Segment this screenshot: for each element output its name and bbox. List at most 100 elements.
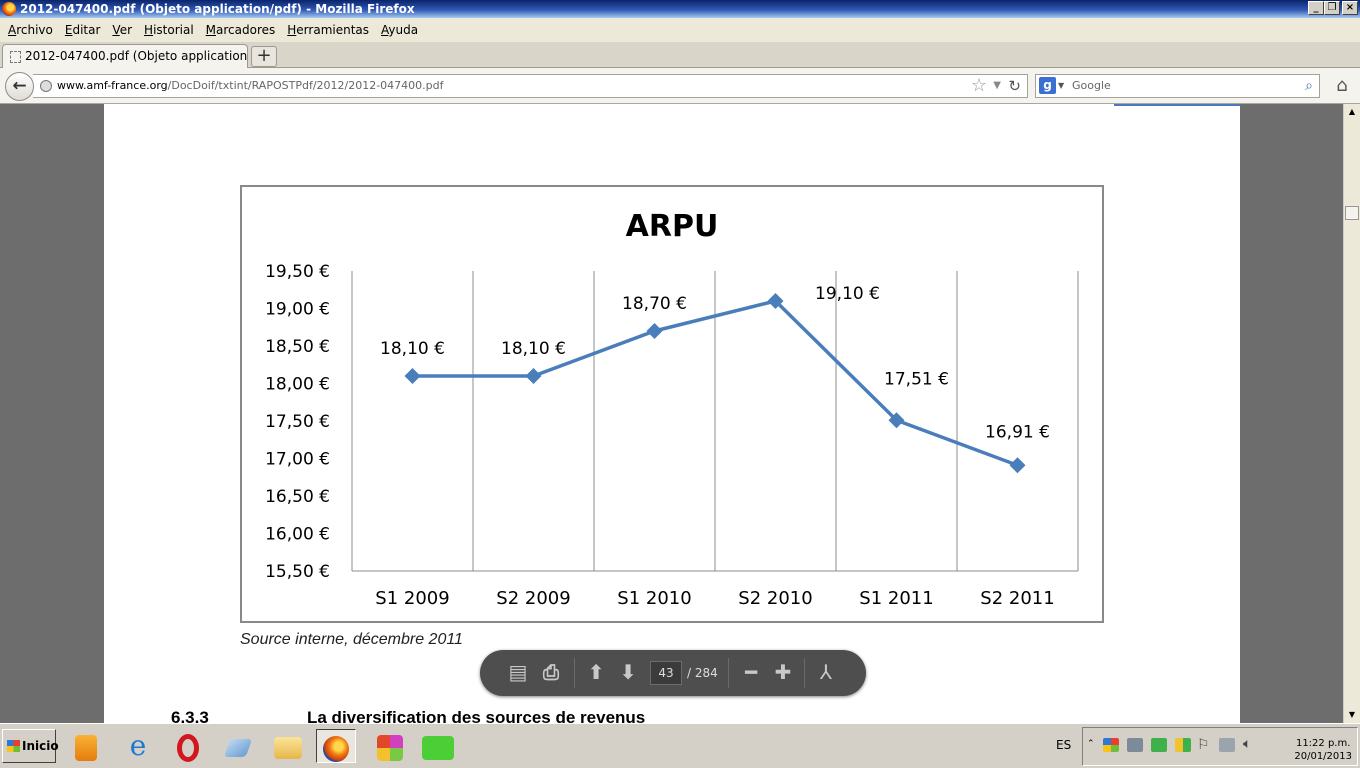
usb-device-icon[interactable] <box>1127 738 1143 752</box>
app-tray-icon[interactable] <box>1175 738 1191 752</box>
file-explorer-icon[interactable] <box>268 729 308 763</box>
tab-pdf-document[interactable]: 2012-047400.pdf (Objeto application/pdf) <box>2 44 248 69</box>
data-point-marker <box>1009 457 1026 474</box>
tab-label: 2012-047400.pdf (Objeto application/pdf) <box>25 49 248 63</box>
pdf-page: ARPU 19,50 € 19,00 € 18,50 € 18,00 € 17,50 € 1… <box>104 104 1240 723</box>
arpu-line-chart: ARPU 19,50 € 19,00 € 18,50 € 18,00 € 17,50 € 1… <box>265 209 1079 609</box>
menu-bar: Archivo Editar Ver Historial Marcadores … <box>0 18 1360 42</box>
page-up-icon[interactable]: ⬆ <box>587 660 605 684</box>
data-label: 18,10 € <box>380 339 445 359</box>
save-icon[interactable]: ▤ <box>508 660 528 684</box>
menu-historial[interactable]: Historial <box>144 23 194 37</box>
toolbar-separator <box>804 658 805 688</box>
home-button[interactable]: ⌂ <box>1330 74 1354 98</box>
data-point-marker <box>767 293 784 309</box>
firefox-taskbar-icon[interactable] <box>316 729 356 763</box>
close-button[interactable]: × <box>1342 1 1358 15</box>
page-count: / 284 <box>687 661 718 685</box>
new-tab-button[interactable]: + <box>251 46 277 67</box>
menu-archivo[interactable]: Archivo <box>8 23 53 37</box>
menu-ver[interactable]: Ver <box>112 23 133 37</box>
eraser-icon[interactable] <box>218 729 258 763</box>
x-tick-label: S1 2009 <box>375 588 449 609</box>
scroll-down-icon[interactable]: ▼ <box>1348 710 1356 719</box>
back-button[interactable]: ← <box>5 72 34 101</box>
firefox-icon <box>2 2 16 16</box>
pdf-toolbar: ▤ ⎙ ⬆ ⬇ 43 / 284 ━ ✚ ⅄ <box>480 650 866 696</box>
y-tick-label: 19,50 € <box>265 262 330 282</box>
x-tick-label: S1 2011 <box>859 588 933 609</box>
chart-frame: ARPU 19,50 € 19,00 € 18,50 € 18,00 € 17,50 € 1… <box>240 185 1104 623</box>
windows-update-icon[interactable] <box>1103 738 1119 752</box>
url-bar[interactable]: www.amf-france.org/DocDoif/txtint/RAPOST… <box>33 74 1028 98</box>
x-tick-label: S2 2009 <box>496 588 570 609</box>
print-icon[interactable]: ⎙ <box>543 660 559 684</box>
data-point-marker <box>646 323 663 339</box>
pdf-viewer[interactable]: ARPU 19,50 € 19,00 € 18,50 € 18,00 € 17,50 € 1… <box>0 104 1343 723</box>
acrobat-icon[interactable]: ⅄ <box>819 660 833 684</box>
y-tick-label: 16,50 € <box>265 487 330 507</box>
page-icon <box>10 51 21 63</box>
y-tick-label: 18,50 € <box>265 337 330 357</box>
windows-apps-icon[interactable] <box>370 729 410 763</box>
media-player-icon[interactable] <box>66 729 106 763</box>
url-path: /DocDoif/txtint/RAPOSTPdf/2012/2012-0474… <box>167 79 444 92</box>
restore-button[interactable]: ❐ <box>1324 1 1340 15</box>
chart-title: ARPU <box>626 209 719 244</box>
window-titlebar: 2012-047400.pdf (Objeto application/pdf)… <box>0 0 1360 18</box>
toolbar-separator <box>574 658 575 688</box>
data-label: 18,70 € <box>622 294 687 314</box>
internet-explorer-icon[interactable]: e <box>129 729 147 762</box>
search-engine-dropdown-icon[interactable]: ▼ <box>1058 81 1065 90</box>
page-number-input[interactable]: 43 <box>650 661 682 685</box>
menu-ayuda[interactable]: Ayuda <box>381 23 419 37</box>
zoom-out-icon[interactable]: ━ <box>744 660 758 684</box>
y-tick-label: 18,00 € <box>265 375 330 395</box>
show-hidden-icons-icon[interactable]: ⌃ <box>1087 739 1095 749</box>
window-title: 2012-047400.pdf (Objeto application/pdf)… <box>20 2 415 16</box>
windows-logo-icon <box>7 740 20 752</box>
data-point-marker <box>525 368 542 384</box>
y-tick-label: 17,00 € <box>265 450 330 470</box>
page-divider <box>1114 104 1240 106</box>
url-dropdown-icon[interactable]: ▼ <box>993 80 1001 91</box>
opera-icon[interactable] <box>168 729 208 763</box>
search-icon[interactable]: ⌕ <box>1305 78 1313 94</box>
security-check-icon[interactable] <box>1151 738 1167 752</box>
globe-icon <box>40 80 52 92</box>
total-pages: 284 <box>694 666 718 680</box>
section-heading: 6.3.3 La diversification des sources de r… <box>171 708 645 723</box>
back-arrow-icon: ← <box>12 76 27 96</box>
network-icon[interactable] <box>1219 738 1235 752</box>
clock-time: 11:22 p.m. <box>1295 738 1351 749</box>
menu-editar[interactable]: Editar <box>64 23 101 37</box>
data-label: 18,10 € <box>501 339 566 359</box>
y-tick-label: 19,00 € <box>265 300 330 320</box>
bookmark-star-icon[interactable]: ☆ <box>970 75 987 96</box>
clock-date: 20/01/2013 <box>1294 751 1352 762</box>
page-down-icon[interactable]: ⬇ <box>619 660 637 684</box>
signature-tool-icon[interactable] <box>418 729 458 763</box>
clock[interactable]: 11:22 p.m. 20/01/2013 <box>1294 737 1352 763</box>
google-icon[interactable]: g <box>1039 77 1056 94</box>
volume-icon[interactable]: 🔈︎ <box>1243 736 1252 752</box>
menu-marcadores[interactable]: Marcadores <box>205 23 276 37</box>
search-placeholder: Google <box>1072 79 1111 92</box>
data-label: 19,10 € <box>815 284 880 304</box>
minimize-button[interactable]: _ <box>1308 1 1324 15</box>
reload-icon[interactable]: ↻ <box>1008 77 1021 95</box>
scrollbar-thumb[interactable] <box>1345 206 1359 220</box>
search-input[interactable]: g ▼ Google ⌕ <box>1035 74 1320 98</box>
scroll-up-icon[interactable]: ▲ <box>1348 107 1356 116</box>
system-tray: ⌃ ⚐ 🔈︎ 11:22 p.m. 20/01/2013 <box>1082 727 1358 766</box>
action-center-flag-icon[interactable]: ⚐ <box>1197 737 1210 753</box>
url-domain: www.amf-france.org <box>57 79 168 92</box>
taskbar: Inicio e ES ⌃ ⚐ 🔈︎ 11:22 p.m. 20/01/2013 <box>0 723 1360 768</box>
start-button[interactable]: Inicio <box>2 729 59 763</box>
y-tick-label: 15,50 € <box>265 562 330 582</box>
menu-herramientas[interactable]: Herramientas <box>287 23 370 37</box>
language-indicator[interactable]: ES <box>1056 738 1072 752</box>
zoom-in-icon[interactable]: ✚ <box>774 660 792 684</box>
x-tick-label: S2 2010 <box>738 588 812 609</box>
vertical-scrollbar[interactable]: ▲ ▼ <box>1343 104 1360 723</box>
